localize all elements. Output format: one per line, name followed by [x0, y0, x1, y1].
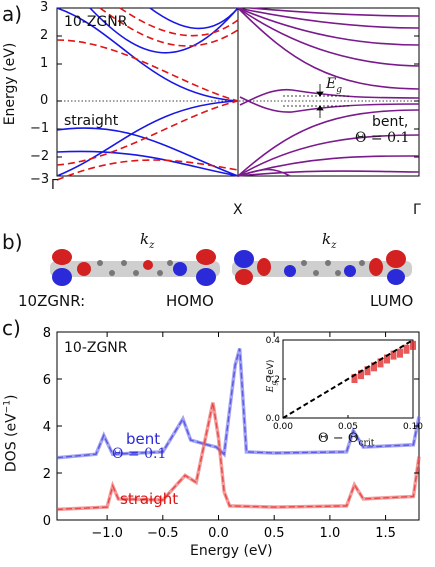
band-purple-8 [237, 170, 420, 177]
inset-ytick-label-2: 0.4 [266, 336, 281, 346]
band-red-5 [119, 7, 239, 37]
gap-label: Eg [326, 76, 342, 95]
lumo-ribbon [232, 250, 412, 285]
panel-a-title: 10-ZGNR [64, 14, 128, 30]
panel-c-ylabel: DOS (eV−1) [2, 394, 20, 473]
gap-label-sub: g [336, 84, 342, 95]
band-purple-5 [237, 7, 420, 46]
inset-xlabel: Θ − Θcrit [318, 431, 375, 449]
ytick-0: 0 [40, 93, 49, 108]
dos-xtick-label-5: 1.5 [375, 526, 396, 541]
band-purple-2 [237, 109, 420, 177]
panel-c-xlabel: Energy (eV) [190, 543, 273, 559]
inset-fit-line [282, 339, 414, 419]
inset-point-9 [410, 340, 416, 350]
ribbon-name-label: 10ZGNR: [18, 292, 86, 310]
panel-c-title: 10-ZGNR [64, 340, 128, 356]
orbital-images [50, 249, 412, 286]
panel-c-label: c) [2, 316, 21, 340]
kz-right-label: kz [322, 230, 337, 251]
ytick-m3: −3 [30, 172, 50, 187]
straight-label: straight [64, 113, 119, 129]
dos-ytick-label-0: 0 [43, 514, 51, 529]
dos-series-dashed-1 [56, 402, 420, 511]
band-red-3 [99, 7, 239, 47]
panel-b-label: b) [2, 230, 23, 254]
bent-theta-label: Θ = 0.1 [355, 130, 410, 146]
legend-bent: bent [126, 430, 161, 448]
xtick-x: X [233, 202, 243, 218]
band-blue-2 [56, 100, 239, 177]
dos-marks: −1.0 −0.5 0.0 0.5 1.0 1.5 0 2 4 6 8 [43, 326, 421, 541]
gap-indicator [283, 84, 350, 118]
dos-xtick-label-3: 0.5 [264, 526, 285, 541]
band-red-2 [56, 100, 239, 166]
band-blue-3 [89, 7, 239, 54]
band-blue-1 [56, 7, 239, 102]
band-purple-7 [237, 7, 420, 29]
dos-ytick-label-3: 6 [43, 373, 51, 388]
band-purple-3 [237, 7, 420, 67]
inset-point-7 [397, 348, 403, 358]
xtick-gamma-left: Γ [51, 178, 59, 193]
band-red-1 [56, 39, 239, 102]
dos-xtick-label-1: −0.5 [147, 526, 179, 541]
ytick-m1: −1 [30, 121, 50, 136]
dos-xtick-label-0: −1.0 [91, 526, 123, 541]
inset-point-1 [358, 370, 364, 380]
lumo-label: LUMO [370, 292, 414, 310]
panel-a-label: a) [2, 2, 23, 26]
band-purple-4 [237, 134, 420, 177]
legend-straight: straight [120, 490, 179, 508]
band-purple-1 [237, 7, 420, 90]
inset-point-4 [377, 358, 384, 368]
inset-point-5 [384, 354, 390, 364]
ytick-2: 2 [40, 28, 49, 43]
band-blue-5 [56, 150, 239, 177]
homo-ribbon [50, 249, 220, 286]
homo-label: HOMO [166, 292, 214, 310]
panel-c-ylabel-wrap: DOS (eV−1) [0, 375, 20, 495]
inset-point-0 [351, 374, 358, 383]
dos-xtick-label-4: 1.0 [320, 526, 341, 541]
straight-dashed-bands [56, 7, 239, 181]
inset-ytick-label-0: 0.0 [266, 414, 281, 424]
band-purple-9 [249, 7, 420, 17]
inset-point-3 [371, 362, 377, 372]
ytick-3: 3 [40, 0, 49, 15]
inset-xtick-label-2: 0.10 [403, 422, 423, 432]
inset-point-8 [403, 344, 410, 354]
inset-marks: 0.00 0.05 0.10 0.0 0.2 0.4 [266, 336, 424, 432]
xtick-gamma-right: Γ [413, 202, 421, 218]
band-red-4 [56, 159, 239, 181]
dos-series-dashed-0 [56, 348, 420, 459]
dos-ytick-label-2: 4 [43, 420, 51, 435]
dos-xtick-label-2: 0.0 [208, 526, 229, 541]
inset-ylabel-wrap: Eg (eV) [266, 348, 280, 408]
ytick-1: 1 [40, 56, 49, 71]
inset-ylabel: Eg (eV) [266, 359, 278, 393]
inset-ytick-label-1: 0.2 [266, 375, 280, 385]
y-ticks-a [57, 7, 419, 177]
dos-ytick-label-1: 2 [43, 467, 51, 482]
legend-bent-theta: Θ = 0.1 [112, 446, 167, 462]
band-structure-plot [56, 7, 420, 181]
band-purple-10 [237, 168, 291, 177]
inset-xtick-label-1: 0.05 [338, 422, 358, 432]
inset-point-6 [390, 350, 397, 360]
inset-point-2 [364, 366, 371, 376]
band-blue-6 [149, 7, 239, 30]
ytick-m2: −2 [30, 149, 50, 164]
bent-bands [237, 7, 420, 177]
bent-label: bent, [372, 114, 409, 130]
dos-ytick-label-4: 8 [43, 326, 51, 341]
band-purple-gap-top [239, 88, 420, 106]
inset-xtick-label-0: 0.00 [273, 422, 293, 432]
band-purple-gap-bottom [239, 96, 420, 113]
kz-left-label: kz [140, 230, 155, 251]
